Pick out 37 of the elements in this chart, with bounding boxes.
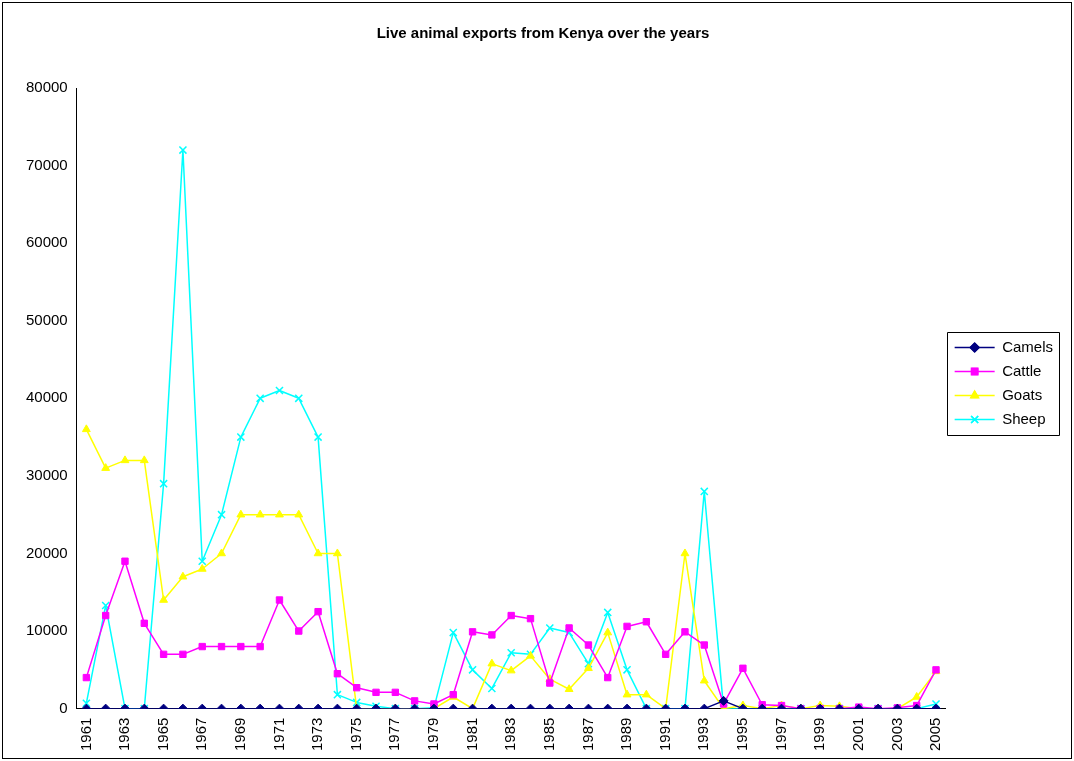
x-tick-label: 1967 [192,717,210,752]
y-tick-label: 0 [59,698,68,716]
x-tick-label: 1973 [308,717,326,752]
x-tick-label: 1963 [115,717,133,752]
y-tick-label: 10000 [25,621,68,639]
y-tick-label: 40000 [25,388,68,406]
x-tick-label: 1993 [694,717,712,752]
x-tick-label: 1971 [269,717,287,752]
x-tick-label: 1989 [617,717,635,752]
x-tick-label: 1987 [578,717,596,752]
x-tick-label: 2001 [848,717,866,752]
legend-label: Camels [1002,337,1054,355]
x-tick-label: 1975 [346,717,364,752]
legend-label: Goats [1002,385,1043,403]
y-tick-label: 60000 [25,233,68,251]
y-tick-label: 20000 [25,543,68,561]
x-tick-label: 1969 [230,717,248,752]
x-tick-label: 1979 [424,717,442,752]
x-tick-label: 2005 [926,717,944,752]
legend-label: Cattle [1002,361,1042,379]
y-tick-label: 50000 [25,310,68,328]
x-tick-label: 1983 [501,717,519,752]
y-tick-label: 70000 [25,155,68,173]
x-tick-label: 1981 [462,717,480,752]
x-tick-label: 1965 [153,717,171,752]
x-tick-label: 1997 [771,717,789,752]
x-tick-label: 1977 [385,717,403,752]
y-tick-label: 30000 [25,466,68,484]
x-tick-label: 1985 [539,717,557,752]
x-tick-label: 1999 [810,717,828,752]
x-tick-label: 2003 [887,717,905,752]
legend-label: Sheep [1002,409,1046,427]
chart-title: Live animal exports from Kenya over the years [376,24,710,42]
y-tick-label: 80000 [25,78,68,96]
x-tick-label: 1961 [76,717,94,752]
x-tick-label: 1991 [655,717,673,752]
x-tick-label: 1995 [733,717,751,752]
